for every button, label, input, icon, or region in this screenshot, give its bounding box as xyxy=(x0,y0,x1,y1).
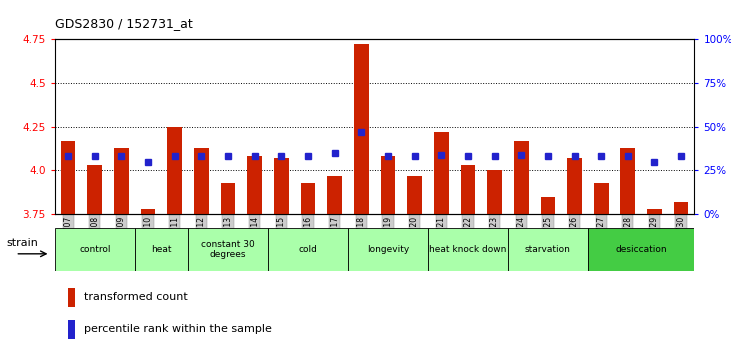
FancyBboxPatch shape xyxy=(588,228,694,271)
Text: transformed count: transformed count xyxy=(83,292,187,302)
Bar xyxy=(300,183,315,214)
Text: longevity: longevity xyxy=(367,245,409,254)
Bar xyxy=(221,183,235,214)
Text: cold: cold xyxy=(298,245,317,254)
Bar xyxy=(167,126,182,214)
Bar xyxy=(647,209,662,214)
Bar xyxy=(488,170,502,214)
Bar xyxy=(381,156,395,214)
FancyBboxPatch shape xyxy=(268,228,348,271)
Bar xyxy=(114,148,129,214)
Bar xyxy=(194,148,209,214)
Text: strain: strain xyxy=(7,238,39,248)
Bar xyxy=(540,196,556,214)
Bar xyxy=(674,202,689,214)
Bar xyxy=(274,158,289,214)
FancyBboxPatch shape xyxy=(188,228,268,271)
Bar xyxy=(247,156,262,214)
Text: percentile rank within the sample: percentile rank within the sample xyxy=(83,324,271,335)
Text: constant 30
degrees: constant 30 degrees xyxy=(201,240,255,259)
Bar xyxy=(67,288,75,307)
Bar xyxy=(67,320,75,339)
FancyBboxPatch shape xyxy=(348,228,428,271)
FancyBboxPatch shape xyxy=(55,228,135,271)
Text: starvation: starvation xyxy=(525,245,571,254)
FancyBboxPatch shape xyxy=(428,228,508,271)
Bar xyxy=(88,165,102,214)
Bar xyxy=(327,176,342,214)
Bar xyxy=(621,148,635,214)
Bar xyxy=(61,141,75,214)
Bar xyxy=(141,209,156,214)
Bar xyxy=(567,158,582,214)
Text: heat knock down: heat knock down xyxy=(429,245,507,254)
Bar xyxy=(461,165,475,214)
Text: desiccation: desiccation xyxy=(616,245,667,254)
Bar xyxy=(514,141,529,214)
Text: control: control xyxy=(79,245,110,254)
Bar xyxy=(407,176,422,214)
Bar xyxy=(434,132,449,214)
Bar xyxy=(594,183,608,214)
Text: GDS2830 / 152731_at: GDS2830 / 152731_at xyxy=(55,17,192,30)
FancyBboxPatch shape xyxy=(508,228,588,271)
Bar xyxy=(354,44,368,214)
Text: heat: heat xyxy=(151,245,172,254)
FancyBboxPatch shape xyxy=(135,228,188,271)
